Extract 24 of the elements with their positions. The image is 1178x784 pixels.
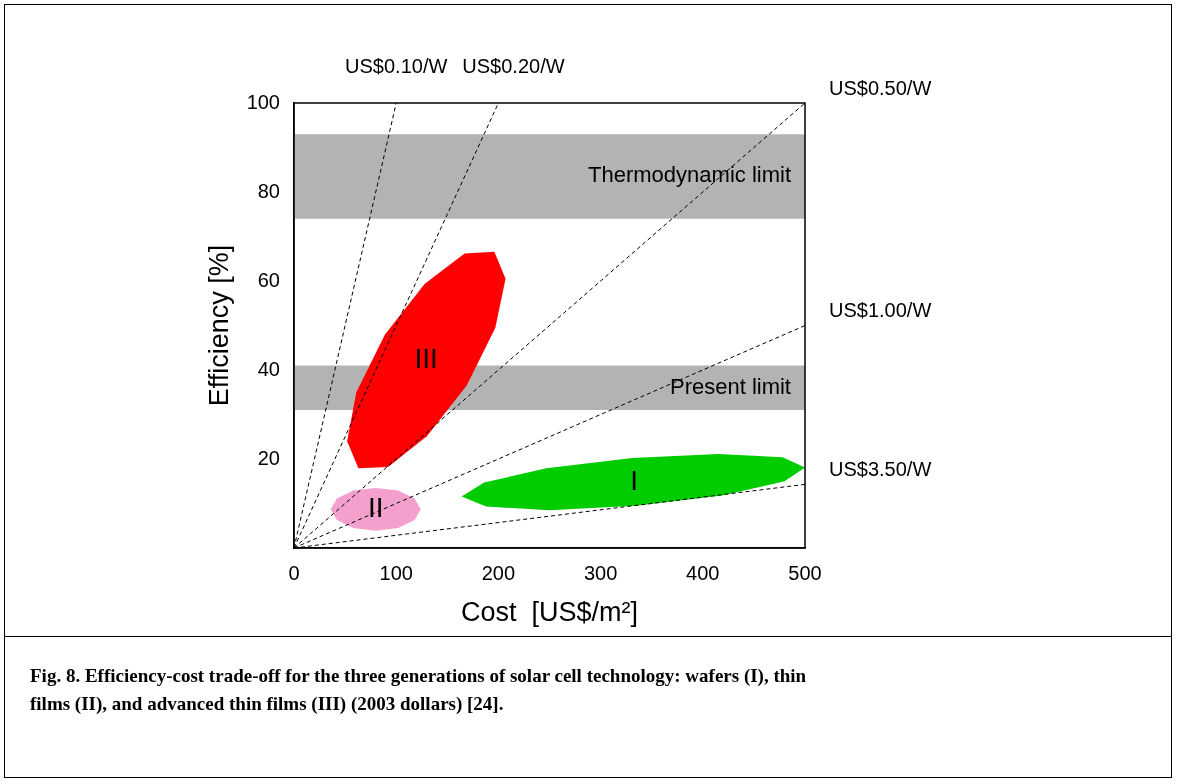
series-label: US$0.10/W	[345, 54, 448, 77]
band-label: Present limit	[669, 373, 791, 399]
series-label: US$3.50/W	[829, 457, 932, 480]
y-tick-label: 80	[257, 179, 280, 202]
series-label: US$0.50/W	[829, 76, 932, 99]
series-label: III	[414, 342, 438, 374]
caption: Fig. 8. Efficiency-cost trade-off for the three generations of solar cell technology: wafers (I), thin films (II), and advanced thin films (III) (2003 dollars) [24].	[30, 664, 808, 716]
y-tick-label: 40	[257, 357, 280, 380]
series-label: US$1.00/W	[829, 299, 932, 322]
text: US$0.20/W	[462, 54, 565, 77]
y-tick-label: 20	[257, 446, 280, 469]
y-tick-label: 100	[246, 90, 280, 113]
x-tick-label: 300	[583, 561, 618, 584]
y-tick-label: 60	[257, 268, 280, 291]
series-label: II	[367, 492, 384, 523]
y-axis-title: Efficiency [%]	[203, 244, 234, 407]
x-tick-label: 0	[288, 561, 300, 584]
series-label: I	[630, 464, 638, 496]
x-tick-label: 100	[379, 561, 413, 584]
x-axis-title: Cost [US$/m²]	[460, 597, 639, 628]
band-label: Thermodynamic limit	[588, 162, 791, 188]
x-tick-label: 400	[686, 561, 720, 584]
x-tick-label: 500	[788, 561, 822, 584]
x-tick-label: 200	[481, 561, 516, 584]
